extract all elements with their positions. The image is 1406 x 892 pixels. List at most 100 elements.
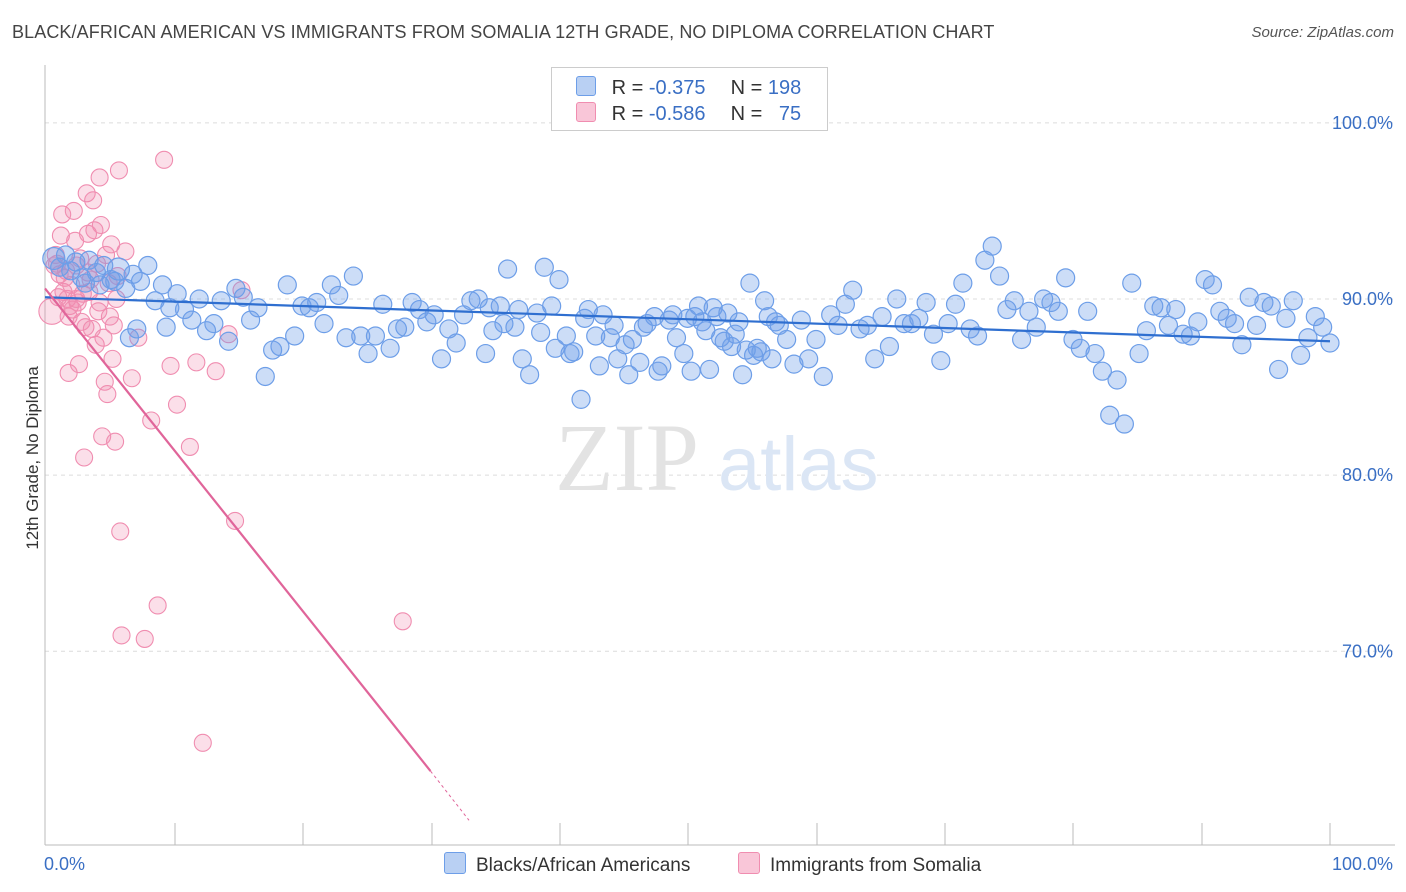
stats-legend: R = -0.375 N = 198 R = -0.586 N = 75 [551,67,828,131]
legend-row-pink: R = -0.586 N = 75 [576,102,801,126]
pink-point-19 [69,355,89,374]
blue-point-165 [1011,329,1032,350]
pink-point-47 [106,432,125,451]
blue-point-200 [1268,359,1289,380]
blue-point-174 [1078,301,1098,321]
legend-swatch-pink [576,102,596,122]
legend-r-label: R = [611,77,644,99]
blue-point-47 [336,328,356,348]
blue-point-69 [498,259,518,279]
blue-point-147 [879,336,900,357]
y-tick-label-3: 70.0% [1342,641,1393,661]
blue-point-167 [1026,317,1046,337]
legend-r-value: -0.375 [648,77,706,99]
blue-point-19 [127,319,147,339]
blue-point-76 [549,270,569,290]
blue-point-14 [138,255,158,276]
blue-point-102 [740,273,760,293]
blue-point-133 [777,329,797,350]
blue-point-16 [90,275,110,295]
blue-point-95 [688,296,709,316]
bottom-legend-label-blue: Blacks/African Americans [476,855,691,876]
blue-point-33 [233,287,253,307]
watermark: ZIP atlas [555,404,879,511]
blue-point-142 [843,280,863,300]
blue-point-88 [637,314,657,334]
blue-point-205 [1305,306,1325,327]
blue-point-6 [79,250,99,270]
blue-point-64 [461,291,481,311]
blue-point-34 [241,310,261,330]
blue-point-145 [865,349,885,369]
blue-point-146 [872,306,892,327]
grid-lines [45,122,1395,652]
pink-point-73 [90,293,109,312]
blue-point-202 [1283,291,1303,311]
legend-n-label: N = [730,103,763,125]
blue-point-39 [277,275,297,295]
blue-point-164 [1004,291,1024,311]
blue-point-178 [1107,370,1127,390]
blue-point-109 [531,322,551,343]
legend-n-value: 75 [778,103,802,125]
blue-point-173 [1070,338,1090,358]
blue-point-74 [534,257,554,277]
blue-point-154 [931,351,951,371]
blue-point-113 [589,356,609,376]
blue-point-86 [622,329,643,350]
blue-point-194 [1224,314,1245,334]
blue-point-129 [751,342,771,362]
legend-r-label: R = [611,103,644,125]
watermark-atlas: atlas [718,422,879,507]
pink-point-44 [102,235,121,254]
blue-point-180 [1122,273,1142,293]
blue-point-67 [483,321,503,341]
x-tick-label-max: 100.0% [1332,854,1393,874]
blue-point-185 [1158,315,1179,335]
blue-point-0 [42,246,66,271]
blue-point-50 [358,343,378,364]
blue-point-207 [1320,333,1340,353]
pink-point-36 [91,215,110,235]
pink-point-15 [64,201,83,220]
blue-point-12 [123,264,143,284]
blue-point-5 [72,268,92,288]
blue-point-107 [494,314,514,334]
blue-point-153 [923,324,944,344]
blue-point-192 [1210,301,1230,321]
blue-point-137 [806,329,826,350]
blue-point-40 [285,326,305,346]
blue-point-60 [431,349,452,369]
blue-point-108 [509,299,529,320]
blue-point-201 [1276,308,1296,328]
blue-point-122 [699,359,720,380]
blue-point-22 [156,317,176,337]
y-axis-label: 12th Grade, No Diploma [23,366,42,550]
pink-trend-line [44,287,432,772]
blue-point-46 [329,285,349,306]
blue-point-175 [1085,343,1105,364]
y-tick-label-0: 100.0% [1332,113,1393,133]
blue-point-93 [674,343,694,364]
pink-point-46 [104,316,123,335]
blue-point-136 [799,349,819,369]
blue-point-196 [1239,287,1259,307]
pink-point-59 [155,150,174,169]
blue-point-152 [916,292,936,313]
legend-r-value: -0.586 [648,103,706,125]
blue-point-43 [307,292,327,313]
blue-point-159 [967,326,988,346]
bottom-legend-swatch-blue [444,852,466,874]
blue-point-81 [586,326,606,346]
pink-point-45 [103,349,122,368]
blue-point-187 [1173,324,1193,344]
pink-point-60 [161,356,180,375]
pink-point-30 [84,191,103,210]
blue-point-195 [1232,335,1252,355]
blue-point-52 [373,294,393,314]
bottom-legend-blue: Blacks/African Americans [444,852,690,877]
blue-point-117 [648,361,668,381]
blue-point-30 [211,291,231,311]
pink-series-points [38,150,412,752]
